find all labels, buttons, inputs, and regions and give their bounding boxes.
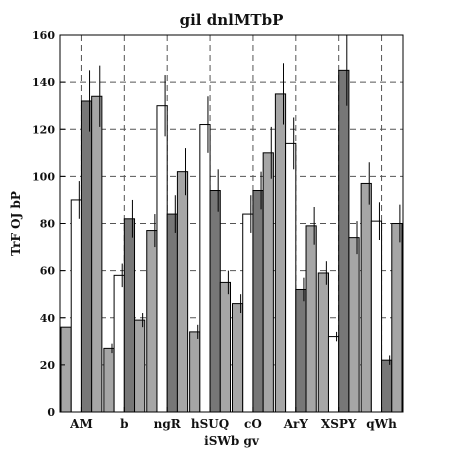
bar-b-series-3	[123, 218, 136, 413]
bar-qWh-series-4	[391, 223, 403, 413]
bar-b-series-2	[113, 274, 125, 413]
bar-XSPY-series-2	[327, 336, 340, 413]
bar-qWh-series-1	[360, 182, 372, 413]
bar-ngR-series-4	[176, 171, 189, 413]
bar-qWh-series-2	[370, 220, 383, 413]
bar-hSUQ-series-2	[199, 124, 211, 413]
bar-ArY-series-4	[305, 225, 317, 413]
bar-ngR-series-3	[166, 213, 178, 413]
y-tick-label: 140	[32, 76, 55, 89]
bars	[60, 35, 403, 413]
bar-hSUQ-series-3	[209, 190, 221, 413]
y-tick-label: 100	[32, 170, 55, 183]
bar-ArY-series-1	[274, 93, 287, 413]
bar-ArY-series-3	[295, 288, 307, 413]
y-tick-label: 60	[40, 265, 56, 278]
y-tick-label: 80	[40, 218, 56, 231]
category-label: hSUQ	[191, 417, 229, 431]
y-tick-label: 20	[40, 359, 56, 372]
bar-hSUQ-series-4	[219, 281, 231, 413]
y-axis-label: TrF OJ bP	[9, 191, 23, 256]
category-label: XSPY	[321, 417, 357, 431]
bar-cO-series-1	[232, 303, 244, 413]
bar-AM-series-4	[91, 95, 103, 413]
category-label: b	[120, 417, 128, 431]
bar-cO-series-2	[242, 213, 254, 413]
bar-b-series-1	[103, 347, 115, 413]
category-label: cO	[244, 417, 262, 431]
bar-AM-series-1	[60, 326, 72, 413]
category-label: ArY	[283, 417, 309, 431]
bar-cO-series-4	[262, 152, 274, 413]
bar-AM-series-3	[80, 100, 93, 413]
bar-hSUQ-series-1	[189, 331, 201, 413]
bar-ArY-series-2	[285, 142, 297, 413]
bar-XSPY-series-1	[317, 272, 329, 413]
chart-title: gil dnlMTbP	[180, 11, 284, 29]
bar-b-series-4	[134, 319, 146, 413]
bar-XSPY-series-4	[348, 237, 360, 413]
bar-AM-series-2	[70, 199, 82, 413]
y-tick-label: 40	[40, 312, 56, 325]
category-label: AM	[69, 417, 93, 431]
bar-qWh-series-3	[381, 359, 393, 413]
category-label: ngR	[154, 417, 182, 431]
bar-cO-series-3	[252, 190, 264, 413]
bar-XSPY-series-3	[338, 69, 350, 413]
x-axis-label: iSWb gv	[204, 434, 260, 448]
bar-ngR-series-1	[146, 230, 158, 413]
category-label: qWh	[366, 417, 397, 431]
y-tick-label: 120	[32, 123, 55, 136]
y-tick-label: 0	[47, 406, 55, 419]
y-tick-label: 160	[32, 29, 55, 42]
ticks: 0 20 40 60 80 100 120 140 160 AM b ngR hSUQ cO ArY XSPY…	[32, 29, 397, 431]
bar-ngR-series-2	[156, 105, 168, 413]
